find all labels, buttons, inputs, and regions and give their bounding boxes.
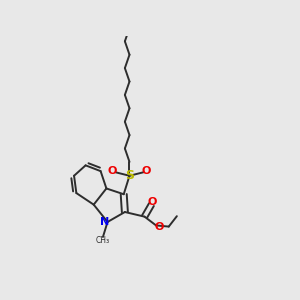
Text: N: N xyxy=(100,218,110,227)
Text: S: S xyxy=(125,169,134,182)
Text: O: O xyxy=(108,166,117,176)
Text: CH₃: CH₃ xyxy=(96,236,110,245)
Text: O: O xyxy=(142,166,151,176)
Text: O: O xyxy=(154,222,164,232)
Text: O: O xyxy=(147,197,157,207)
